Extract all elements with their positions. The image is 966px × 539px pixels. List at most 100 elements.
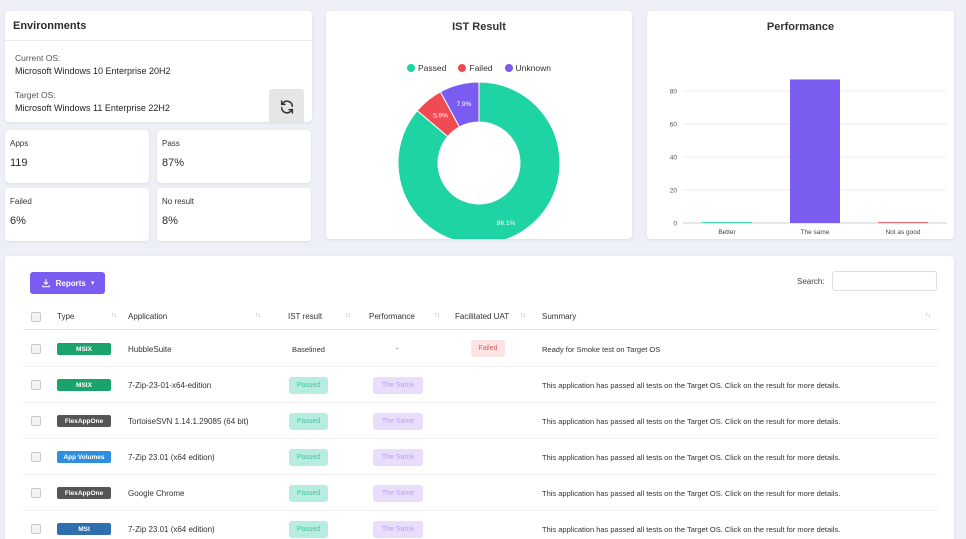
x-tick-label: Not as good: [885, 229, 920, 236]
row-checkbox[interactable]: [31, 452, 41, 462]
type-badge: FlexAppOne: [57, 415, 111, 427]
ist-donut-chart: 86.1% 5.9% 7.9%: [397, 81, 561, 239]
application-name: TortoiseSVN 1.14.1.29085 (64 bit): [128, 417, 249, 426]
row-checkbox[interactable]: [31, 488, 41, 498]
current-os-label: Current OS:: [15, 53, 61, 63]
col-type[interactable]: Type: [57, 312, 75, 321]
summary-text: This application has passed all tests on…: [542, 489, 841, 498]
row-checkbox[interactable]: [31, 344, 41, 354]
legend-dot-unknown: [504, 64, 513, 72]
bar-not-as-good[interactable]: [878, 222, 928, 223]
type-badge: MSIX: [57, 343, 111, 355]
application-name: 7-Zip-23-01-x64-edition: [128, 381, 212, 390]
ist-result-card: IST Result Passed Failed Unknown 86.1% 5.…: [326, 11, 632, 239]
ist-passed-badge[interactable]: Passed: [289, 377, 328, 394]
failed-label: Failed: [10, 197, 32, 206]
ist-passed-badge[interactable]: Passed: [289, 449, 328, 466]
legend-failed-label: Failed: [469, 63, 493, 73]
sort-icon[interactable]: ↑↓: [111, 312, 117, 319]
legend-failed[interactable]: Failed: [458, 63, 493, 73]
performance-card: Performance 0 20 40 60 80 Better The same Not a…: [647, 11, 954, 239]
legend-unknown-label: Unknown: [515, 63, 551, 73]
pass-stat-card: Pass 87%: [157, 130, 311, 183]
reports-button[interactable]: Reports ▾: [30, 272, 105, 294]
table-row[interactable]: MSIX HubbleSuite Baselined - Failed Read…: [23, 331, 938, 367]
bar-better[interactable]: [702, 222, 752, 223]
application-name: 7-Zip 23.01 (x64 edition): [128, 453, 215, 462]
legend-passed-label: Passed: [418, 63, 447, 73]
application-name: 7-Zip 23.01 (x64 edition): [128, 525, 215, 534]
slice-label-passed: 86.1%: [497, 220, 516, 227]
x-tick-label: The same: [801, 229, 830, 236]
legend-unknown[interactable]: Unknown: [504, 63, 551, 73]
sort-icon[interactable]: ↑↓: [925, 312, 931, 319]
y-tick-label: 40: [670, 155, 678, 162]
legend-passed[interactable]: Passed: [407, 63, 446, 73]
summary-text: This application has passed all tests on…: [542, 453, 841, 462]
col-facilitated-uat[interactable]: Facilitated UAT: [455, 312, 510, 321]
pass-label: Pass: [162, 139, 180, 148]
ist-passed-badge[interactable]: Passed: [289, 521, 328, 538]
row-checkbox[interactable]: [31, 416, 41, 426]
refresh-button[interactable]: [269, 89, 304, 124]
sort-icon[interactable]: ↑↓: [255, 312, 261, 319]
slice-passed[interactable]: [397, 81, 561, 239]
sort-icon[interactable]: ↑↓: [345, 312, 351, 319]
performance-same-badge[interactable]: The Same: [373, 485, 423, 502]
summary-text: Ready for Smoke test on Target OS: [542, 345, 661, 354]
noresult-stat-card: No result 8%: [157, 188, 311, 241]
col-application[interactable]: Application: [128, 312, 168, 321]
y-tick-label: 80: [670, 89, 678, 96]
performance-bar-chart: 0 20 40 60 80 Better The same Not as good: [670, 79, 947, 236]
type-badge: App Volumes: [57, 451, 111, 463]
type-badge: MSI: [57, 523, 111, 535]
row-checkbox[interactable]: [31, 524, 41, 534]
failed-stat-card: Failed 6%: [5, 188, 149, 241]
table-row[interactable]: FlexAppOne Google Chrome Passed The Same…: [23, 475, 938, 511]
col-performance[interactable]: Performance: [369, 312, 415, 321]
table-row[interactable]: MSI 7-Zip 23.01 (x64 edition) Passed The…: [23, 511, 938, 539]
type-badge: FlexAppOne: [57, 487, 111, 499]
legend-dot-failed: [458, 64, 467, 72]
sort-icon[interactable]: ↑↓: [434, 312, 440, 319]
slice-label-unknown: 7.9%: [457, 101, 472, 108]
table-row[interactable]: App Volumes 7-Zip 23.01 (x64 edition) Pa…: [23, 439, 938, 475]
ist-result-text: Baselined: [292, 345, 325, 354]
target-os-label: Target OS:: [15, 90, 56, 100]
x-tick-label: Better: [718, 229, 736, 236]
application-name: HubbleSuite: [128, 345, 172, 354]
apps-value: 119: [10, 157, 28, 169]
table-row[interactable]: FlexAppOne TortoiseSVN 1.14.1.29085 (64 …: [23, 403, 938, 439]
slice-unknown[interactable]: [439, 81, 480, 128]
failed-value: 6%: [10, 215, 26, 227]
performance-same-badge[interactable]: The Same: [373, 377, 423, 394]
table-row[interactable]: MSIX 7-Zip-23-01-x64-edition Passed The …: [23, 367, 938, 403]
performance-same-badge[interactable]: The Same: [373, 449, 423, 466]
bar-the-same[interactable]: [790, 79, 840, 223]
sort-icon[interactable]: ↑↓: [520, 312, 526, 319]
chevron-down-icon: ▾: [90, 280, 95, 287]
uat-failed-badge[interactable]: Failed: [471, 340, 505, 357]
pass-value: 87%: [162, 157, 185, 169]
performance-same-badge[interactable]: The Same: [373, 413, 423, 430]
select-all-checkbox[interactable]: [31, 312, 41, 322]
row-checkbox[interactable]: [31, 380, 41, 390]
target-os-value: Microsoft Windows 11 Enterprise 22H2: [15, 103, 170, 113]
environments-card: Environments Current OS: Microsoft Windo…: [5, 11, 312, 124]
performance-text: -: [396, 344, 399, 353]
summary-text: This application has passed all tests on…: [542, 525, 841, 534]
apps-label: Apps: [10, 139, 29, 148]
col-summary[interactable]: Summary: [542, 312, 577, 321]
refresh-icon: [280, 99, 293, 114]
summary-text: This application has passed all tests on…: [542, 417, 841, 426]
col-ist-result[interactable]: IST result: [288, 312, 323, 321]
ist-passed-badge[interactable]: Passed: [289, 485, 328, 502]
current-os-value: Microsoft Windows 10 Enterprise 20H2: [15, 66, 171, 76]
slice-label-failed: 5.9%: [433, 113, 448, 120]
type-badge: MSIX: [57, 379, 111, 391]
ist-passed-badge[interactable]: Passed: [289, 413, 328, 430]
y-tick-label: 20: [670, 188, 678, 195]
search-input[interactable]: [832, 271, 937, 291]
performance-same-badge[interactable]: The Same: [373, 521, 423, 538]
apps-stat-card: Apps 119: [5, 130, 149, 183]
